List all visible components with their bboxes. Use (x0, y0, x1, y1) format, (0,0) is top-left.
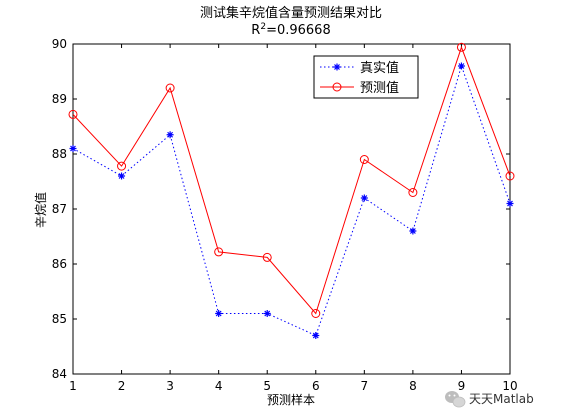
data-point (311, 309, 321, 318)
data-point (456, 42, 466, 52)
data-point (506, 200, 514, 207)
data-point (215, 310, 223, 317)
y-tick-label: 90 (52, 37, 67, 51)
x-tick-label: 4 (215, 379, 223, 393)
legend-entry: 预测值 (320, 80, 399, 96)
y-axis-label: 辛烷值 (33, 192, 48, 228)
series-line (72, 64, 511, 337)
x-axis-label: 预测样本 (267, 392, 315, 407)
y-tick-label: 84 (52, 367, 67, 381)
x-tick-label: 1 (69, 379, 77, 393)
x-tick-label: 9 (458, 379, 466, 393)
watermark-text: 天天Matlab (469, 392, 534, 406)
data-point (312, 332, 320, 339)
watermark: 天天Matlab (445, 391, 534, 408)
x-tick-label: 2 (118, 379, 126, 393)
data-point (165, 83, 175, 93)
chart-subtitle: R2=0.96668 (251, 22, 330, 38)
series-line (72, 45, 511, 315)
data-point (117, 161, 127, 171)
wechat-icon (445, 391, 466, 408)
data-point (118, 172, 126, 180)
series-2 (68, 42, 515, 318)
data-point (262, 252, 272, 262)
data-point (408, 188, 418, 197)
data-point (263, 310, 271, 317)
data-point (69, 145, 77, 152)
plot-area (73, 44, 510, 374)
data-point (505, 171, 515, 181)
legend-label: 真实值 (360, 60, 399, 76)
data-point (457, 62, 465, 70)
series-layer (68, 42, 515, 339)
series-1 (69, 62, 514, 339)
x-tick-label: 7 (361, 379, 369, 393)
data-point (166, 131, 174, 139)
x-tick-label: 6 (312, 379, 320, 393)
x-tick-label: 10 (502, 379, 517, 393)
data-point (214, 247, 224, 257)
y-tick-label: 88 (52, 147, 67, 161)
y-tick-label: 86 (52, 257, 67, 271)
legend-box (313, 55, 419, 99)
x-tick-label: 5 (263, 379, 271, 393)
y-tick-label: 85 (52, 312, 67, 326)
legend-label: 预测值 (360, 80, 399, 96)
y-tick-label: 89 (52, 92, 67, 106)
chart-title: 测试集辛烷值含量预测结果对比 (200, 5, 382, 21)
data-point (359, 155, 369, 164)
x-tick-label: 8 (409, 379, 417, 393)
legend-entry: 真实值 (320, 60, 399, 76)
x-tick-label: 3 (166, 379, 174, 393)
y-tick-label: 87 (52, 202, 67, 216)
legend-marker (332, 82, 342, 92)
data-point (409, 227, 417, 235)
data-point (360, 194, 368, 202)
data-point (68, 109, 78, 119)
legend-marker (333, 63, 341, 71)
